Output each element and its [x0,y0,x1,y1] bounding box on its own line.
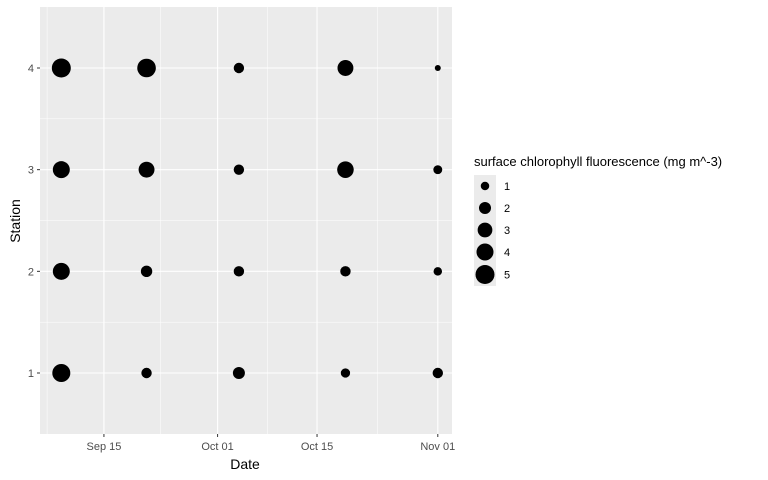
x-axis-ticks: Sep 15 Oct 01 Oct 15 Nov 01 [86,434,455,453]
grid-lines [40,7,452,434]
x-tick-label: Oct 15 [301,441,333,453]
x-tick-label: Oct 01 [201,441,233,453]
y-tick-label: 3 [28,165,34,177]
x-axis-title: Date [230,456,260,472]
legend-key-symbol [476,243,494,261]
data-point [138,161,155,178]
data-point [137,58,156,78]
data-point [233,266,245,277]
data-point [434,64,441,72]
legend-key-symbol [475,265,495,284]
legend-key-symbol [480,181,490,191]
legend-key-symbol [477,222,493,238]
data-point [232,366,245,380]
legend-key-symbol [478,201,492,215]
legend-keys: 1 2 3 4 5 [474,175,510,286]
data-point [337,161,354,178]
data-point [52,161,70,179]
y-tick-label: 1 [28,368,34,380]
data-point [433,165,443,175]
legend-title: surface chlorophyll fluorescence (mg m^-… [474,154,722,169]
data-point [233,164,245,175]
data-point [337,60,354,76]
legend-label: 5 [504,270,510,282]
data-point [140,265,153,278]
data-point [52,262,70,280]
data-point [340,266,351,277]
legend-label: 4 [504,247,510,259]
x-tick-label: Sep 15 [86,441,121,453]
y-tick-label: 4 [28,63,34,75]
y-tick-label: 2 [28,266,34,278]
data-point [52,363,71,383]
legend-label: 1 [504,181,510,193]
data-point [141,367,152,379]
data-point [233,62,245,74]
y-axis-ticks: 1 2 3 4 [28,63,40,380]
data-point [51,58,71,78]
x-tick-label: Nov 01 [420,441,455,453]
legend-label: 3 [504,225,510,237]
data-point [340,368,351,378]
data-points [51,58,443,383]
size-legend: surface chlorophyll fluorescence (mg m^-… [474,154,722,286]
y-axis-title: Station [7,199,23,243]
data-point [433,267,443,276]
legend-label: 2 [504,203,510,215]
data-point [432,367,443,379]
